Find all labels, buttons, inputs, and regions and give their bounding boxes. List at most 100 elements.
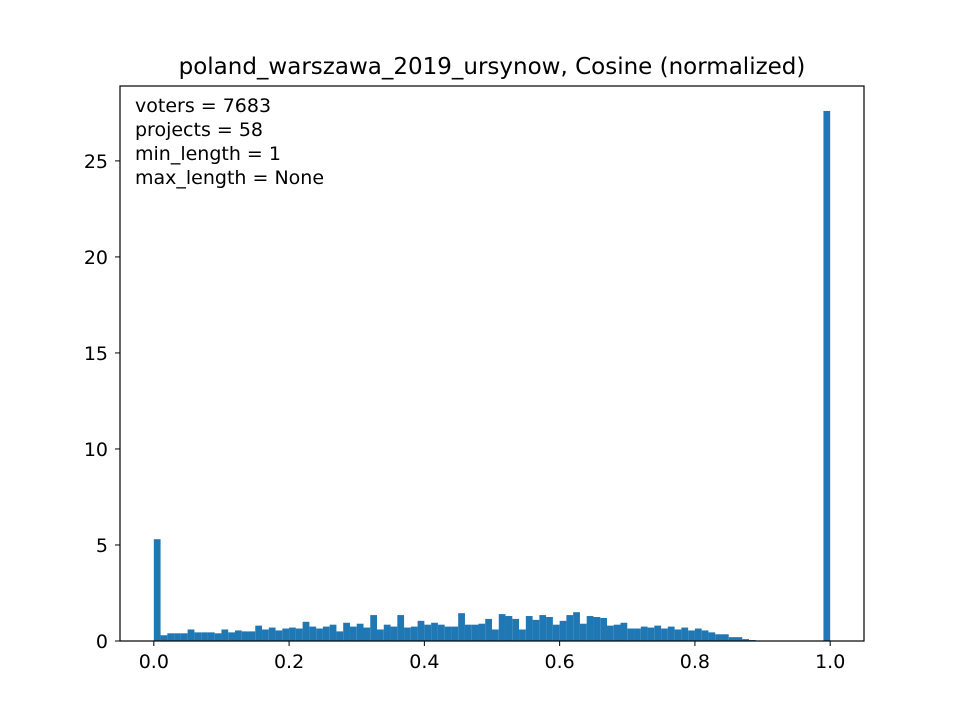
x-tick-label: 0.8 xyxy=(680,651,710,673)
histogram-bar xyxy=(275,630,283,641)
annotation-min-length: min_length = 1 xyxy=(135,143,281,165)
histogram-bar xyxy=(174,633,181,641)
histogram-bar xyxy=(201,632,208,641)
histogram-bar xyxy=(437,624,445,641)
histogram-bar xyxy=(681,627,689,641)
histogram-bar xyxy=(715,634,722,641)
histogram-bar xyxy=(606,625,614,641)
histogram-bar xyxy=(417,620,425,641)
histogram-bar xyxy=(728,637,736,641)
histogram-bar xyxy=(282,628,290,641)
histogram-bar xyxy=(688,630,695,641)
histogram-bar xyxy=(539,615,547,641)
histogram-bar xyxy=(573,612,580,641)
histogram-bar xyxy=(593,616,601,641)
histogram-bar xyxy=(194,632,202,641)
histogram-bar xyxy=(634,628,641,641)
x-tick-label: 1.0 xyxy=(815,651,845,673)
histogram-bar xyxy=(620,622,628,641)
y-tick-label: 10 xyxy=(84,439,108,461)
axes-frame xyxy=(119,85,865,642)
histogram-bar xyxy=(349,626,357,641)
annotation-voters: voters = 7683 xyxy=(135,95,271,117)
y-tick-label: 25 xyxy=(84,151,108,173)
histogram-bar xyxy=(153,539,161,641)
histogram-bar xyxy=(363,627,371,641)
histogram-bar xyxy=(674,629,682,641)
histogram-bar xyxy=(485,618,492,641)
histogram-bar xyxy=(248,631,256,641)
histogram-bar xyxy=(241,631,249,641)
histogram-bar xyxy=(160,635,168,641)
histogram-bar xyxy=(289,627,296,641)
histogram-bar xyxy=(532,619,540,641)
y-tick-label: 5 xyxy=(96,535,108,557)
histogram-bar xyxy=(525,616,533,641)
histogram-bar xyxy=(579,623,587,641)
x-tick-label: 0.6 xyxy=(545,651,575,673)
histogram-bar xyxy=(255,625,263,641)
histogram-bar xyxy=(492,629,499,641)
x-tick-label: 0.0 xyxy=(139,651,169,673)
histogram-bar xyxy=(410,626,418,641)
histogram-bar xyxy=(586,616,594,641)
histogram-bar xyxy=(234,630,242,641)
histogram-bar xyxy=(742,639,750,641)
histogram-bar xyxy=(661,628,668,641)
histogram-bar xyxy=(451,626,459,641)
histogram-bar xyxy=(404,627,411,641)
histogram-bar xyxy=(424,624,432,641)
histogram-bar xyxy=(694,628,702,641)
histogram-bar xyxy=(654,625,662,641)
y-tick-label: 20 xyxy=(84,247,108,269)
histogram-bar xyxy=(444,626,452,641)
histogram-bar xyxy=(552,624,560,641)
histogram-bar xyxy=(512,618,520,641)
histogram-bar xyxy=(207,632,215,641)
histogram-bar xyxy=(640,626,648,641)
histogram-bar xyxy=(370,615,378,641)
histogram-bar xyxy=(735,637,743,641)
histogram-bar xyxy=(566,615,574,641)
histogram-bar xyxy=(546,616,553,641)
x-tick-label: 0.2 xyxy=(274,651,304,673)
histogram-bar xyxy=(383,624,391,641)
histogram-bar xyxy=(498,614,506,641)
histogram-bar xyxy=(343,622,350,641)
histogram-bar xyxy=(302,621,310,641)
histogram-bar xyxy=(708,632,716,641)
histogram-bar xyxy=(356,623,364,641)
histogram-bar xyxy=(221,629,229,641)
histogram-bar xyxy=(431,622,438,641)
histogram-bar xyxy=(519,629,526,641)
histogram-bar xyxy=(471,624,479,641)
histogram-bar xyxy=(262,629,269,641)
histogram-bar xyxy=(647,627,655,641)
histogram-bar xyxy=(397,615,405,641)
histogram-bar xyxy=(627,628,635,641)
bar-group xyxy=(153,110,831,642)
histogram-bar xyxy=(478,623,486,641)
chart-title: poland_warszawa_2019_ursynow, Cosine (no… xyxy=(179,54,806,80)
x-axis: 0.0 0.2 0.4 0.6 0.8 1.0 xyxy=(139,641,845,673)
histogram-bar xyxy=(214,633,222,641)
annotation-max-length: max_length = None xyxy=(135,167,324,189)
histogram-bar xyxy=(228,632,235,641)
histogram-bar xyxy=(187,629,195,641)
histogram-bar xyxy=(600,617,607,641)
histogram-bar xyxy=(268,627,276,641)
histogram-bar xyxy=(613,624,621,641)
histogram-bar xyxy=(390,626,398,641)
histogram-bar xyxy=(559,620,567,641)
y-tick-label: 15 xyxy=(84,343,108,365)
histogram-bar xyxy=(316,628,323,641)
histogram-bar xyxy=(336,631,344,641)
histogram-bar xyxy=(464,624,472,641)
histogram-bar xyxy=(667,626,675,641)
histogram-bar xyxy=(167,633,175,641)
histogram-bar xyxy=(505,616,513,641)
histogram-bar xyxy=(180,633,188,641)
histogram-bar xyxy=(309,626,317,641)
y-tick-label: 0 xyxy=(96,631,108,653)
